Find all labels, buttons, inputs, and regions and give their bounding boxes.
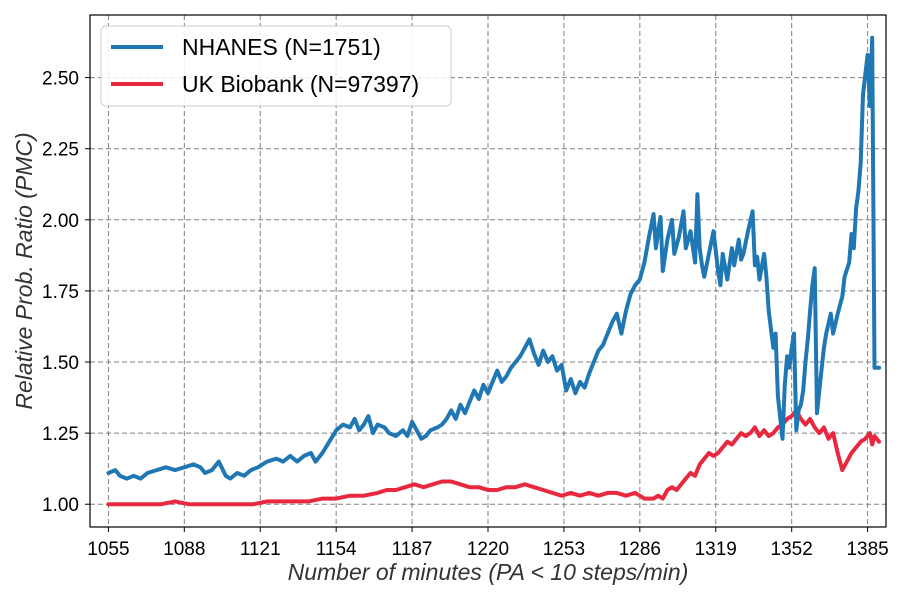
x-tick-label: 1055	[87, 539, 129, 560]
legend-label-uk-biobank: UK Biobank (N=97397)	[182, 71, 419, 97]
y-tick-label: 1.50	[42, 353, 79, 374]
x-tick-label: 1352	[771, 539, 813, 560]
x-tick-label: 1088	[163, 539, 205, 560]
series-lines	[106, 35, 882, 507]
legend: NHANES (N=1751) UK Biobank (N=97397)	[100, 25, 452, 107]
y-tick-label: 2.00	[42, 211, 79, 232]
x-tick-label: 1385	[846, 539, 888, 560]
legend-box	[100, 25, 452, 107]
y-tick-label: 1.75	[42, 282, 79, 303]
y-tick-label: 2.50	[42, 69, 79, 90]
x-tick-label: 1154	[316, 539, 357, 560]
y-tick-label: 1.25	[42, 424, 79, 445]
uk-biobank-line	[106, 408, 882, 507]
x-tick-label: 1286	[619, 539, 661, 560]
x-tick-label: 1220	[467, 539, 509, 560]
y-tick-label: 2.25	[42, 140, 79, 161]
x-tick-label: 1121	[240, 539, 281, 560]
legend-label-nhanes: NHANES (N=1751)	[182, 34, 381, 60]
x-tick-label: 1319	[695, 539, 737, 560]
axis-ticks: 1055 1088 1121 1154 1187 1220 1253 1286 1319 1352…	[42, 69, 889, 560]
grid	[90, 15, 886, 527]
y-axis-title: Relative Prob. Ratio (PMC)	[11, 132, 37, 409]
x-tick-label: 1253	[543, 539, 585, 560]
x-tick-label: 1187	[392, 539, 433, 560]
x-axis-title: Number of minutes (PA < 10 steps/min)	[288, 559, 689, 585]
y-tick-label: 1.00	[42, 495, 79, 516]
nhanes-line	[106, 35, 882, 481]
